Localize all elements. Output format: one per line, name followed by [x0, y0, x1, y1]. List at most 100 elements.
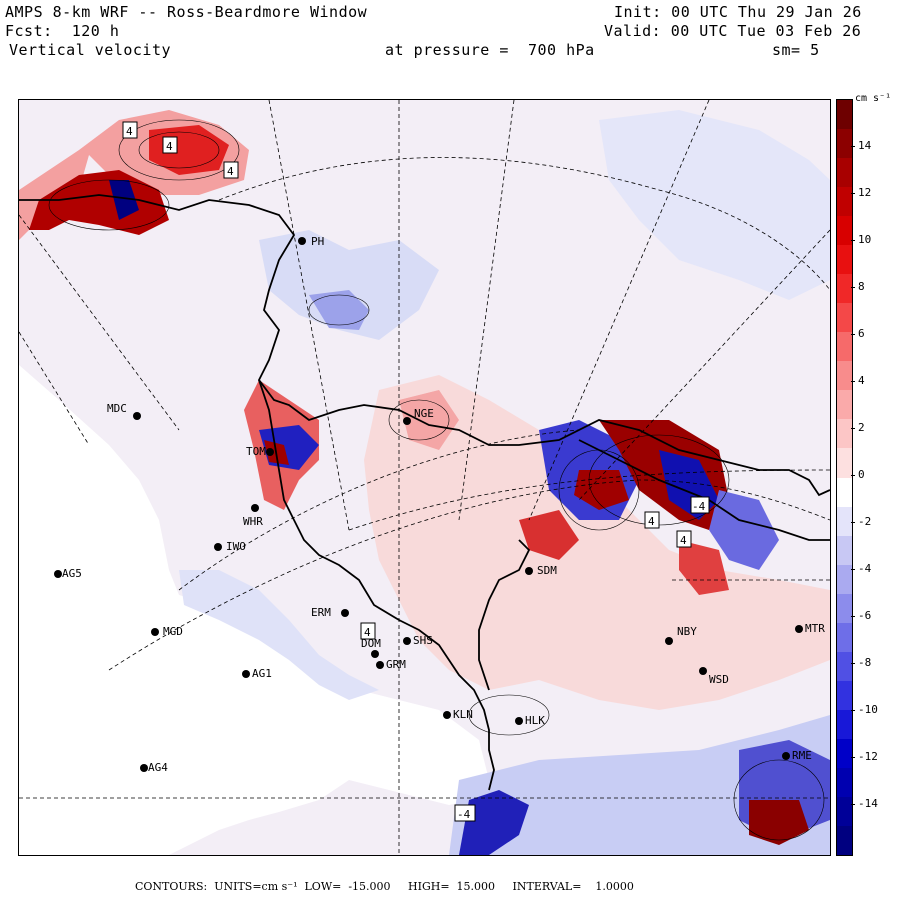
station-label: ERM — [311, 606, 331, 619]
station-marker — [782, 752, 790, 760]
colorbar-tick — [851, 334, 855, 335]
colorbar-segment — [837, 622, 852, 653]
station-label: IWO — [226, 540, 246, 553]
colorbar-segment — [837, 274, 852, 304]
colorbar-tick — [851, 616, 855, 617]
station-marker — [443, 711, 451, 719]
svg-text:4: 4 — [364, 626, 371, 639]
colorbar-tick — [851, 757, 855, 758]
colorbar-segment — [837, 390, 852, 420]
station-marker — [54, 570, 62, 578]
colorbar-segment — [837, 361, 852, 391]
contour-label: 4 — [162, 136, 178, 154]
colorbar-tick — [851, 193, 855, 194]
station-label: GRM — [386, 658, 406, 671]
station-marker — [341, 609, 349, 617]
station-label: KLN — [453, 708, 473, 721]
init-time: Init: 00 UTC Thu 29 Jan 26 — [614, 3, 862, 21]
svg-text:4: 4 — [126, 125, 133, 138]
colorbar-label: -8 — [858, 656, 872, 669]
colorbar-segment — [837, 651, 852, 682]
footer-low: LOW= -15.000 — [304, 880, 391, 893]
colorbar-label: 2 — [858, 421, 865, 434]
colorbar-label: 10 — [858, 233, 872, 246]
valid-time: Valid: 00 UTC Tue 03 Feb 26 — [604, 22, 862, 40]
station-label: MTR — [805, 622, 825, 635]
station-marker — [795, 625, 803, 633]
smoothing-value: sm= 5 — [772, 41, 820, 59]
colorbar-label: 12 — [858, 186, 872, 199]
colorbar-segment — [837, 129, 852, 159]
station-marker — [525, 567, 533, 575]
colorbar-segment — [837, 245, 852, 275]
colorbar-segment — [837, 100, 852, 130]
station-label: MGD — [163, 625, 183, 638]
colorbar-label: -6 — [858, 609, 872, 622]
station-marker — [133, 412, 141, 420]
station-marker — [151, 628, 159, 636]
station-marker — [665, 637, 673, 645]
colorbar-tick — [851, 475, 855, 476]
colorbar-label: -12 — [858, 750, 878, 763]
colorbar-label: 4 — [858, 374, 865, 387]
colorbar-segment — [837, 332, 852, 362]
contour-label-group: 4 4 4 -4 4 4 4 -4 — [122, 121, 710, 822]
contour-label: 4 — [122, 121, 138, 139]
station-label: AG5 — [62, 567, 82, 580]
colorbar-tick — [851, 804, 855, 805]
colorbar-segment — [837, 419, 852, 449]
station-label: WSD — [709, 673, 729, 686]
colorbar-tick — [851, 287, 855, 288]
colorbar-tick — [851, 522, 855, 523]
svg-text:4: 4 — [648, 515, 655, 528]
contour-label: -4 — [454, 804, 476, 822]
negative-region-ne — [599, 110, 830, 300]
station-label: NGE — [414, 407, 434, 420]
positive-core-se — [749, 800, 809, 845]
svg-text:-4: -4 — [692, 500, 706, 513]
station-label: TOM — [246, 445, 266, 458]
blue-fringe — [179, 570, 379, 700]
svg-text:-4: -4 — [457, 808, 471, 821]
contour-label: 4 — [644, 511, 660, 529]
svg-text:4: 4 — [166, 140, 173, 153]
positive-band-east1 — [574, 470, 629, 510]
station-label: SDM — [537, 564, 557, 577]
colorbar-segment — [837, 506, 852, 537]
negative-core-south — [459, 790, 529, 855]
colorbar-label: 8 — [858, 280, 865, 293]
colorbar-segment — [837, 796, 852, 827]
colorbar-tick — [851, 381, 855, 382]
svg-text:4: 4 — [227, 165, 234, 178]
footer-units: UNITS=cm s⁻¹ — [214, 880, 298, 893]
station-marker — [251, 504, 259, 512]
station-label: WHR — [243, 515, 263, 528]
station-label: RME — [792, 749, 812, 762]
colorbar-segment — [837, 593, 852, 624]
colorbar-tick — [851, 569, 855, 570]
station-marker — [699, 667, 707, 675]
colorbar-label: -10 — [858, 703, 878, 716]
contour-lines — [48, 119, 825, 841]
station-marker — [371, 650, 379, 658]
station-label: DOM — [361, 637, 381, 650]
negative-region-upper — [259, 230, 439, 340]
colorbar-segment — [837, 448, 852, 478]
positive-band-east3 — [679, 540, 729, 595]
station-marker — [403, 637, 411, 645]
colorbar-segment — [837, 303, 852, 333]
positive-core-nw2 — [29, 170, 169, 235]
colorbar-label: -14 — [858, 797, 878, 810]
contour-label: 4 — [676, 530, 692, 548]
negative-core-1 — [309, 290, 369, 330]
station-label: AG1 — [252, 667, 272, 680]
map-panel[interactable]: 4 4 4 -4 4 4 4 -4 MDC NGE IWO AG5 MGD AG… — [18, 99, 831, 856]
colorbar-segment — [837, 680, 852, 711]
station-marker — [376, 661, 384, 669]
colorbar-segment — [837, 738, 852, 769]
colorbar-segment — [837, 158, 852, 188]
colorbar-label: -4 — [858, 562, 872, 575]
negative-core-nw — [109, 180, 139, 220]
footer-interval: INTERVAL= 1.0000 — [512, 880, 634, 893]
chart-title: AMPS 8-km WRF -- Ross-Beardmore Window — [5, 3, 368, 21]
